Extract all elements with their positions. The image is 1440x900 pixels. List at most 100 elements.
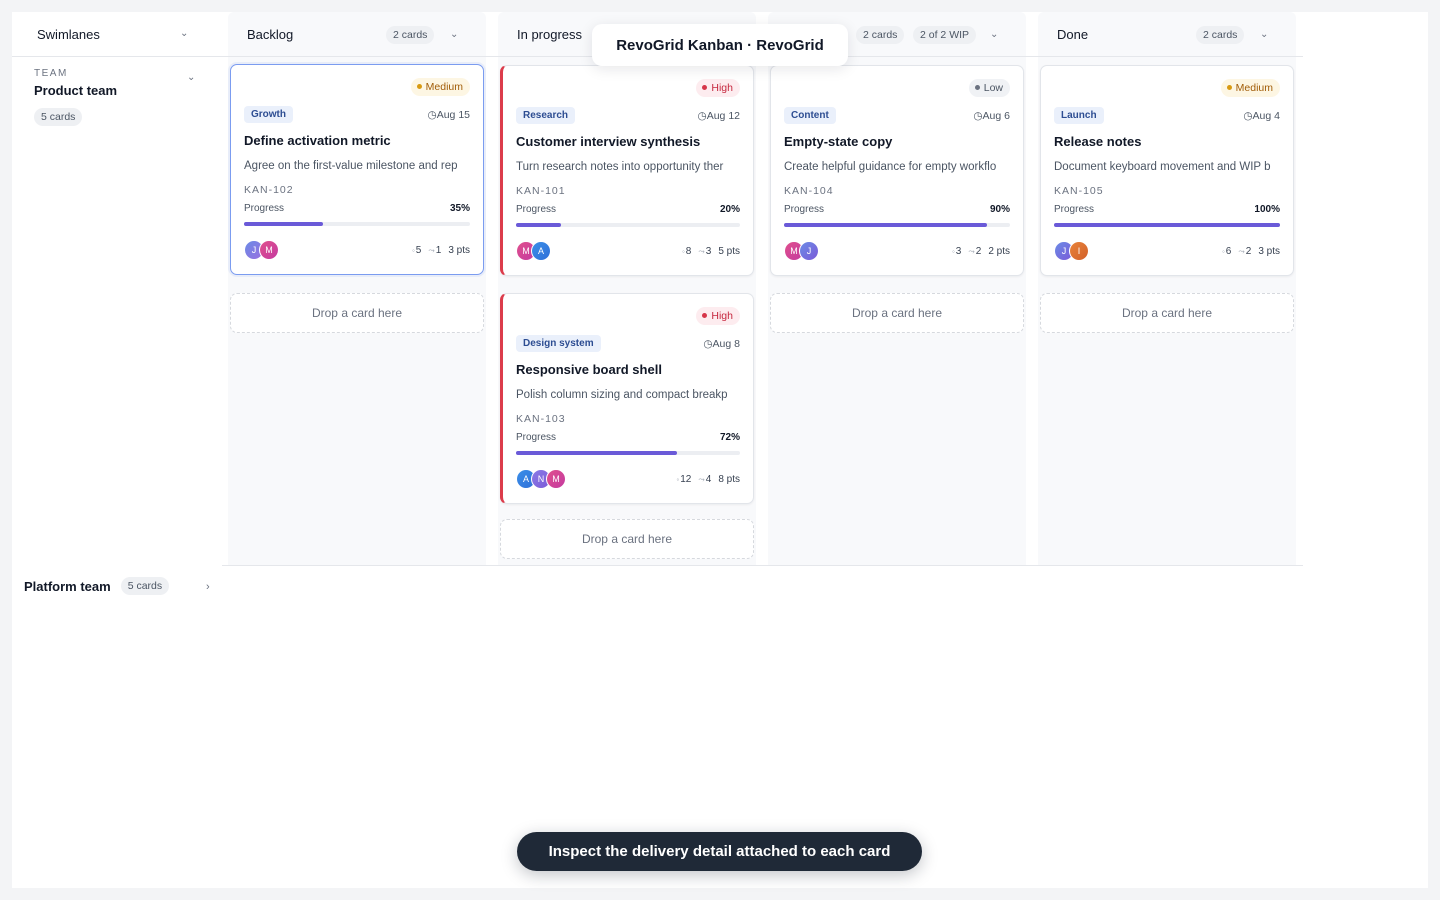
card-key: KAN-102 bbox=[244, 184, 294, 196]
link-icon: ⤳ bbox=[1238, 247, 1245, 256]
kanban-card[interactable]: Low Content ◷Aug 6 Empty-state copy Crea… bbox=[770, 65, 1024, 276]
progress-bar bbox=[516, 451, 740, 455]
progress-bar bbox=[784, 223, 1010, 227]
kanban-card[interactable]: Medium Growth ◷Aug 15 Define activation … bbox=[230, 64, 484, 275]
card-meta: ◦12 ⤳4 8 pts bbox=[676, 474, 740, 485]
progress-bar bbox=[244, 222, 470, 226]
due-date: ◷Aug 15 bbox=[427, 109, 470, 121]
column-title: Backlog bbox=[247, 27, 294, 42]
comment-icon: ◦ bbox=[1221, 247, 1225, 256]
card-title: Responsive board shell bbox=[516, 362, 662, 377]
progress-label: Progress bbox=[784, 204, 825, 215]
story-points: 3 pts bbox=[1258, 246, 1280, 257]
progress-label: Progress bbox=[244, 203, 285, 214]
kanban-card[interactable]: Medium Launch ◷Aug 4 Release notes Docum… bbox=[1040, 65, 1294, 276]
card-title: Release notes bbox=[1054, 134, 1142, 149]
kanban-card[interactable]: High Research ◷Aug 12 Customer interview… bbox=[500, 65, 754, 276]
calendar-icon: ◷ bbox=[1243, 110, 1253, 122]
card-key: KAN-103 bbox=[516, 413, 566, 425]
priority-badge: High bbox=[696, 307, 740, 325]
avatar[interactable]: M bbox=[546, 469, 566, 489]
drop-zone[interactable]: Drop a card here bbox=[1040, 293, 1294, 333]
drop-zone[interactable]: Drop a card here bbox=[230, 293, 484, 333]
card-key: KAN-104 bbox=[784, 185, 834, 197]
due-date: ◷Aug 8 bbox=[703, 338, 740, 350]
card-meta: ◦8 ⤳3 5 pts bbox=[682, 246, 740, 257]
comment-count: 12 bbox=[680, 474, 692, 485]
drop-zone[interactable]: Drop a card here bbox=[500, 519, 754, 559]
calendar-icon: ◷ bbox=[427, 109, 437, 121]
link-count: 2 bbox=[975, 246, 982, 257]
calendar-icon: ◷ bbox=[973, 110, 983, 122]
swimlane-caption: TEAM bbox=[34, 68, 68, 79]
progress-fill bbox=[244, 222, 324, 226]
assignees: M J bbox=[784, 241, 819, 261]
wip-limit-badge: 2 of 2 WIP bbox=[913, 26, 977, 44]
swimlane-product-team[interactable]: TEAM Product team 5 cards ⌄ bbox=[34, 68, 204, 126]
column-header-in-progress: In progress bbox=[498, 12, 756, 56]
category-tag: Research bbox=[516, 107, 576, 124]
swimlanes-title: Swimlanes bbox=[37, 26, 100, 42]
assignees: M A bbox=[516, 241, 551, 261]
priority-badge: High bbox=[696, 79, 740, 97]
priority-dot-icon bbox=[974, 85, 980, 90]
chevron-down-icon[interactable]: ⌄ bbox=[180, 28, 189, 39]
column-card-count: 2 cards bbox=[856, 26, 905, 44]
card-key: KAN-101 bbox=[516, 185, 566, 197]
due-date: ◷Aug 12 bbox=[697, 110, 740, 122]
link-icon: ⤳ bbox=[968, 247, 975, 256]
swimlane-name: Product team bbox=[34, 83, 118, 98]
column-title: In progress bbox=[517, 27, 583, 42]
card-meta: ◦5 ⤳1 3 pts bbox=[412, 245, 470, 256]
drop-zone[interactable]: Drop a card here bbox=[770, 293, 1024, 333]
progress-percent: 100% bbox=[1254, 204, 1280, 215]
kanban-card[interactable]: High Design system ◷Aug 8 Responsive boa… bbox=[500, 293, 754, 504]
window-title: RevoGrid Kanban · RevoGrid bbox=[592, 24, 848, 66]
assignees: A N M bbox=[516, 469, 566, 489]
chevron-down-icon[interactable]: ⌄ bbox=[990, 29, 999, 40]
chevron-down-icon[interactable]: ⌄ bbox=[450, 29, 459, 40]
column-card-count: 2 cards bbox=[1196, 26, 1245, 44]
chevron-down-icon[interactable]: ⌄ bbox=[187, 72, 196, 83]
progress-percent: 20% bbox=[719, 204, 740, 215]
category-tag: Content bbox=[784, 107, 836, 124]
priority-dot-icon bbox=[702, 85, 708, 90]
comment-icon: ◦ bbox=[951, 247, 955, 256]
card-description: Turn research notes into opportunity the… bbox=[516, 161, 724, 173]
assignees: J M bbox=[244, 240, 279, 260]
card-description: Agree on the first-value milestone and r… bbox=[244, 160, 458, 172]
swimlanes-header[interactable]: Swimlanes ⌄ bbox=[12, 12, 212, 56]
avatar[interactable]: M bbox=[259, 240, 279, 260]
chevron-down-icon[interactable]: ⌄ bbox=[1260, 29, 1269, 40]
avatar[interactable]: J bbox=[799, 241, 819, 261]
progress-label: Progress bbox=[516, 432, 557, 443]
story-points: 8 pts bbox=[718, 474, 740, 485]
story-points: 2 pts bbox=[988, 246, 1010, 257]
column-header-review: 2 cards 2 of 2 WIP ⌄ bbox=[768, 12, 1026, 56]
card-description: Document keyboard movement and WIP b bbox=[1054, 161, 1271, 173]
progress-percent: 35% bbox=[449, 203, 470, 214]
progress-fill bbox=[784, 223, 988, 227]
swimlane-card-count: 5 cards bbox=[34, 108, 83, 126]
instruction-toast: Inspect the delivery detail attached to … bbox=[517, 832, 922, 871]
progress-bar bbox=[1054, 223, 1280, 227]
link-count: 1 bbox=[435, 245, 442, 256]
swimlane-platform-team[interactable]: Platform team 5 cards › bbox=[24, 577, 210, 595]
progress-fill bbox=[516, 451, 678, 455]
chevron-right-icon[interactable]: › bbox=[206, 581, 210, 593]
priority-dot-icon bbox=[1226, 85, 1232, 90]
avatar[interactable]: I bbox=[1069, 241, 1089, 261]
comment-icon: ◦ bbox=[676, 475, 680, 484]
progress-fill bbox=[516, 223, 561, 227]
link-icon: ⤳ bbox=[698, 475, 705, 484]
category-tag: Design system bbox=[516, 335, 601, 352]
avatar[interactable]: A bbox=[531, 241, 551, 261]
assignees: J I bbox=[1054, 241, 1089, 261]
comment-icon: ◦ bbox=[681, 247, 685, 256]
card-description: Polish column sizing and compact breakp bbox=[516, 389, 728, 401]
progress-label: Progress bbox=[516, 204, 557, 215]
card-key: KAN-105 bbox=[1054, 185, 1104, 197]
column-card-count: 2 cards bbox=[386, 26, 435, 44]
card-meta: ◦6 ⤳2 3 pts bbox=[1222, 246, 1280, 257]
swimlane-divider bbox=[222, 565, 1303, 566]
